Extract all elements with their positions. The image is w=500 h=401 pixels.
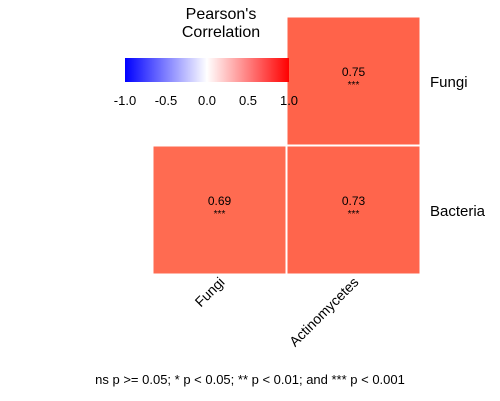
legend-tick-1-0: 1.0 (279, 93, 299, 108)
legend-color-bar (125, 58, 289, 82)
x-tick-fungi: Fungi (192, 274, 228, 310)
cell-fungi-bacteria: 0.69*** (152, 145, 287, 275)
legend-title: Pearson's Correlation (146, 6, 296, 42)
y-tick-fungi: Fungi (430, 74, 468, 91)
x-tick-actinomycetes: Actinomycetes (286, 274, 362, 350)
legend-tick-0-5: 0.5 (238, 93, 258, 108)
legend-tick--1-0: -1.0 (113, 93, 137, 108)
cell-rect (286, 16, 421, 146)
legend-tick-0-0: 0.0 (197, 93, 217, 108)
cell-value-label: 0.69 (208, 194, 232, 208)
cell-value-label: 0.73 (342, 194, 366, 208)
cell-actinomycetes-fungi: 0.75*** (286, 16, 421, 146)
cell-significance-label: *** (348, 209, 360, 220)
heatmap-cells: 0.75***0.69***0.73*** (152, 16, 421, 275)
cell-significance-label: *** (348, 80, 360, 91)
cell-rect (286, 145, 421, 275)
cell-significance-label: *** (214, 209, 226, 220)
legend-tick--0-5: -0.5 (154, 93, 178, 108)
cell-actinomycetes-bacteria: 0.73*** (286, 145, 421, 275)
x-axis-tick-labels: Fungi Actinomycetes (192, 274, 362, 350)
significance-footnote: ns p >= 0.05; * p < 0.05; ** p < 0.01; a… (95, 372, 405, 387)
legend-title-line1: Pearson's (185, 6, 257, 23)
legend-title-line2: Correlation (181, 24, 261, 41)
y-tick-bacteria: Bacteria (430, 203, 486, 220)
cell-value-label: 0.75 (342, 65, 366, 79)
y-axis-tick-labels: Fungi Bacteria (430, 74, 486, 220)
cell-rect (152, 145, 287, 275)
